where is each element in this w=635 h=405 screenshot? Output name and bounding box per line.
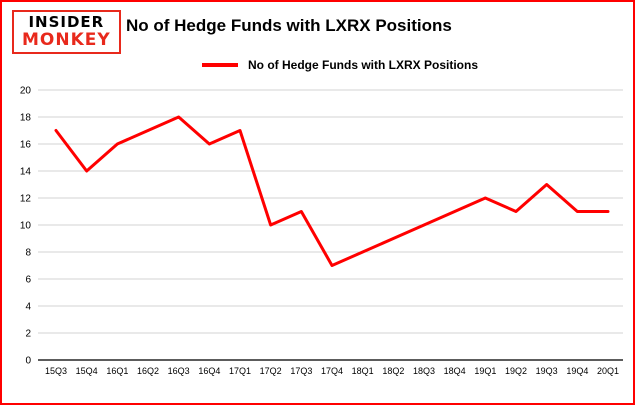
svg-text:16Q3: 16Q3 [168,366,190,376]
svg-text:16: 16 [20,140,32,151]
svg-text:17Q1: 17Q1 [229,366,251,376]
page-title: No of Hedge Funds with LXRX Positions [126,16,452,35]
svg-text:18Q2: 18Q2 [382,366,404,376]
insider-monkey-logo: INSIDER MONKEY [12,10,121,55]
svg-text:2: 2 [25,329,31,340]
svg-text:18: 18 [20,113,32,124]
svg-text:17Q4: 17Q4 [321,366,343,376]
svg-text:15Q4: 15Q4 [76,366,98,376]
svg-text:14: 14 [20,167,32,178]
svg-text:16Q2: 16Q2 [137,366,159,376]
svg-text:4: 4 [25,302,31,313]
svg-text:6: 6 [25,275,31,286]
svg-text:17Q2: 17Q2 [260,366,282,376]
logo-text-insider: INSIDER [28,13,105,31]
svg-text:19Q3: 19Q3 [536,366,558,376]
svg-text:20: 20 [20,86,32,97]
svg-text:16Q4: 16Q4 [198,366,220,376]
svg-text:18Q4: 18Q4 [444,366,466,376]
logo-text-monkey: MONKEY [22,29,111,50]
chart-legend: No of Hedge Funds with LXRX Positions [202,58,478,72]
svg-text:19Q1: 19Q1 [474,366,496,376]
svg-text:19Q2: 19Q2 [505,366,527,376]
svg-text:0: 0 [25,356,31,367]
svg-text:20Q1: 20Q1 [597,366,619,376]
svg-text:19Q4: 19Q4 [566,366,588,376]
svg-text:16Q1: 16Q1 [106,366,128,376]
svg-text:8: 8 [25,248,31,259]
svg-text:12: 12 [20,194,32,205]
legend-label: No of Hedge Funds with LXRX Positions [248,58,478,72]
legend-line-swatch [202,63,238,67]
svg-text:15Q3: 15Q3 [45,366,67,376]
svg-text:18Q3: 18Q3 [413,366,435,376]
svg-text:18Q1: 18Q1 [352,366,374,376]
svg-text:17Q3: 17Q3 [290,366,312,376]
svg-text:10: 10 [20,221,32,232]
